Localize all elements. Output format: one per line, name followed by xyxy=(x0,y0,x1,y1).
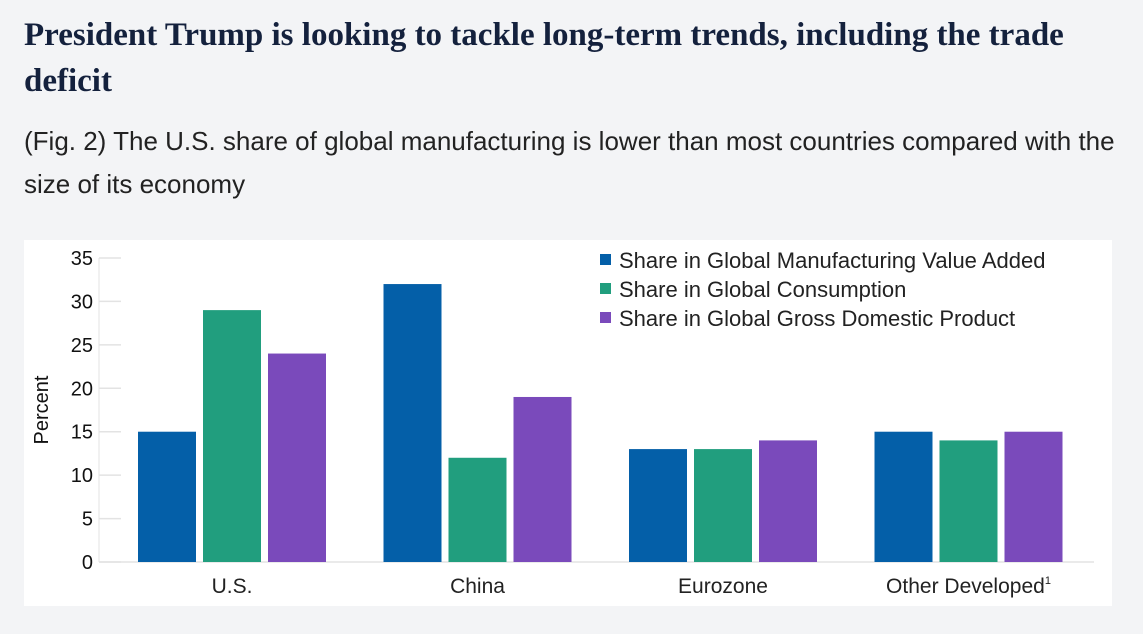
y-tick-label: 0 xyxy=(82,552,93,574)
figure-caption: (Fig. 2) The U.S. share of global manufa… xyxy=(24,126,1115,199)
bar-other-developed-2 xyxy=(1004,431,1063,562)
bar-eurozone-0 xyxy=(629,449,687,562)
bar-china-0 xyxy=(383,284,442,562)
x-tick-label: U.S. xyxy=(212,575,253,598)
legend-label: Share in Global Manufacturing Value Adde… xyxy=(619,248,1045,273)
bar-eurozone-1 xyxy=(694,449,752,562)
y-tick-label: 25 xyxy=(71,335,93,357)
legend-label: Share in Global Gross Domestic Product xyxy=(619,306,1015,331)
bar-u-s--1 xyxy=(203,310,261,562)
legend-swatch xyxy=(600,283,611,294)
legend-swatch xyxy=(600,254,611,265)
y-axis-label: Percent xyxy=(31,375,53,444)
bar-u-s--0 xyxy=(138,431,196,562)
x-tick-label: Other Developed1 xyxy=(886,575,1051,598)
legend-label: Share in Global Consumption xyxy=(619,277,906,302)
bar-eurozone-2 xyxy=(759,440,817,562)
bar-china-2 xyxy=(513,396,572,562)
bar-other-developed-1 xyxy=(939,440,998,562)
category-label: Other Developed xyxy=(886,575,1045,598)
page-title: President Trump is looking to tackle lon… xyxy=(24,17,1064,99)
y-tick-label: 20 xyxy=(71,378,93,400)
chart-card: 0 5 10 15 20 25 30 35 Percent U.S. China Eurozone Ot… xyxy=(24,240,1112,606)
bar-other-developed-0 xyxy=(874,431,933,562)
bar-chart: 0 5 10 15 20 25 30 35 Percent U.S. China Eurozone Ot… xyxy=(31,248,1094,598)
category-label: China xyxy=(450,575,505,598)
footnote-marker: 1 xyxy=(1045,575,1051,587)
category-label: Eurozone xyxy=(678,575,768,598)
y-tick-label: 35 xyxy=(71,248,93,270)
y-tick-label: 30 xyxy=(71,291,93,313)
x-tick-label: China xyxy=(450,575,505,598)
bar-u-s--2 xyxy=(268,353,326,562)
x-tick-label: Eurozone xyxy=(678,575,768,598)
category-label: U.S. xyxy=(212,575,253,598)
y-tick-label: 5 xyxy=(82,509,93,531)
y-tick-label: 15 xyxy=(71,422,93,444)
y-tick-label: 10 xyxy=(71,465,93,487)
bar-china-1 xyxy=(448,457,507,562)
legend-swatch xyxy=(600,312,611,323)
